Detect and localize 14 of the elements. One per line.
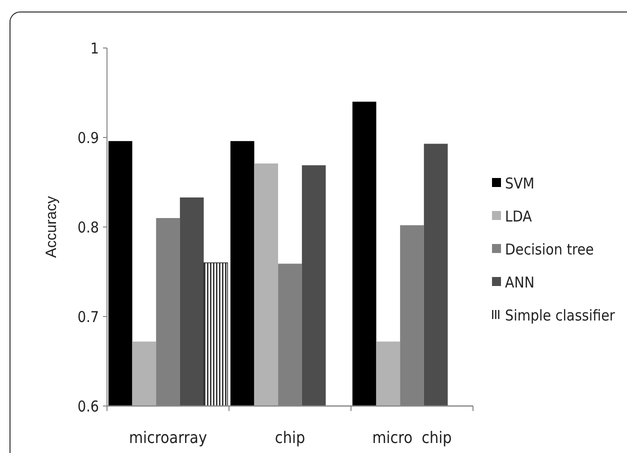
legend-label: LDA (505, 207, 533, 226)
y-axis-title: Accuracy (43, 196, 60, 258)
y-tick-label: 0.6 (78, 397, 99, 416)
legend-label: Simple classifier (505, 306, 616, 324)
x-tick-label: micro chip (372, 428, 452, 447)
x-tick-label: chip (274, 428, 306, 447)
y-tick-label: 0.9 (78, 128, 99, 147)
legend-label: ANN (505, 273, 534, 292)
y-tick-label: 0.7 (78, 308, 99, 326)
y-tick-label: 0.8 (78, 218, 99, 236)
x-tick-label: microarray (128, 428, 208, 447)
legend-label: Decision tree (505, 240, 594, 258)
legend-label: SVM (505, 174, 534, 192)
y-tick-label: 1 (90, 39, 99, 58)
